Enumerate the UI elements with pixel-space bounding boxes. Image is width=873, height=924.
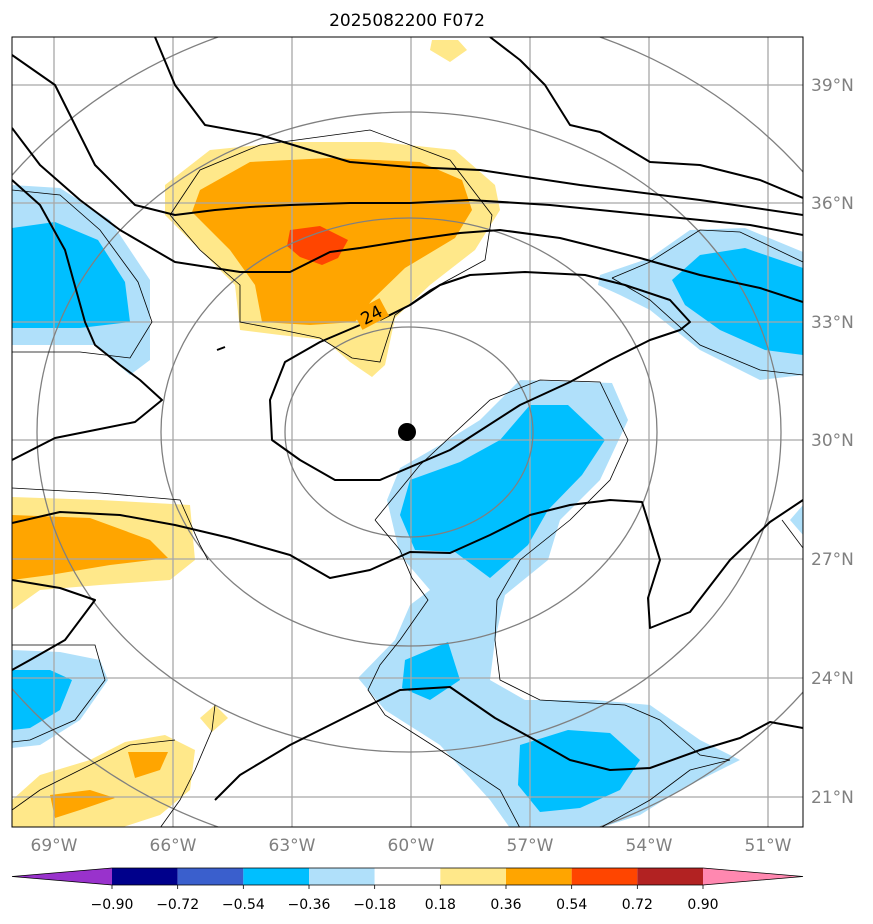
colorbar-segment [112,868,178,885]
lat-label: 24°N [811,669,854,689]
lat-label: 30°N [811,431,854,451]
lon-label: 69°W [31,836,78,856]
positive-anomaly-small [200,705,228,732]
colorbar-segment [243,868,309,885]
chart-title: 2025082200 F072 [329,11,485,31]
colorbar-segment [440,868,506,885]
colorbar-segment [12,868,112,885]
lat-label: 21°N [811,788,854,808]
colorbar-segment [637,868,703,885]
positive-anomaly-west-inner [12,515,168,580]
lon-label: 57°W [507,836,554,856]
lon-label: 51°W [745,836,792,856]
colorbar-segment [374,868,441,885]
graticule [12,37,803,827]
lon-label: 60°W [388,836,435,856]
lat-label: 39°N [811,76,854,96]
colorbar-segment [309,868,375,885]
colorbar-segment [506,868,572,885]
range-ring-1 [284,326,534,538]
range-rings [12,37,803,827]
colorbar-tick-label: 0.54 [556,897,587,913]
lon-label: 63°W [269,836,316,856]
colorbar-tick-label: −0.36 [288,897,331,913]
latitude-labels: 39°N 36°N 33°N 30°N 27°N 24°N 21°N [811,76,854,808]
lat-label: 36°N [811,194,854,214]
longitude-labels: 69°W 66°W 63°W 60°W 57°W 54°W 51°W [31,836,792,856]
map-area: 24 [12,37,803,827]
negative-anomaly-southeast-core [518,730,640,812]
positive-anomaly-top [430,40,467,62]
lat-label: 33°N [811,313,854,333]
lat-label: 27°N [811,550,854,570]
storm-center-marker [398,423,416,441]
thin-contours [12,129,803,827]
colorbar-segment [703,868,803,885]
colorbar: −0.90 −0.72 −0.54 −0.36 −0.18 0.18 0.36 0.54 0.7… [11,867,804,913]
negative-anomaly-east-inner [672,248,803,355]
range-ring-2 [160,217,658,647]
colorbar-tick-label: 0.72 [622,897,653,913]
range-ring-3 [36,111,782,753]
colorbar-segment [177,868,244,885]
colorbar-tick-label: 0.36 [490,897,521,913]
map-frame [11,36,804,828]
positive-anomaly-north-core [287,226,348,265]
negative-anomaly-southwest-inner [12,670,72,730]
thick-contours [12,37,803,801]
colorbar-tick-label: 0.18 [425,897,456,913]
lon-label: 54°W [626,836,673,856]
colorbar-tick-label: −0.90 [91,897,134,913]
lon-label: 66°W [150,836,197,856]
negative-anomaly-shading [12,185,803,827]
colorbar-tick-label: −0.54 [222,897,265,913]
negative-anomaly-center-inner [400,405,605,578]
colorbar-tick-label: 0.90 [687,897,718,913]
negative-anomaly-south-core [402,642,460,700]
positive-anomaly-southwest-inner [128,752,168,778]
colorbar-segment [571,868,638,885]
negative-anomaly-far-east [790,505,803,535]
colorbar-tick-label: −0.18 [353,897,396,913]
colorbar-tick-label: −0.72 [156,897,199,913]
positive-anomaly-shading [12,40,500,827]
